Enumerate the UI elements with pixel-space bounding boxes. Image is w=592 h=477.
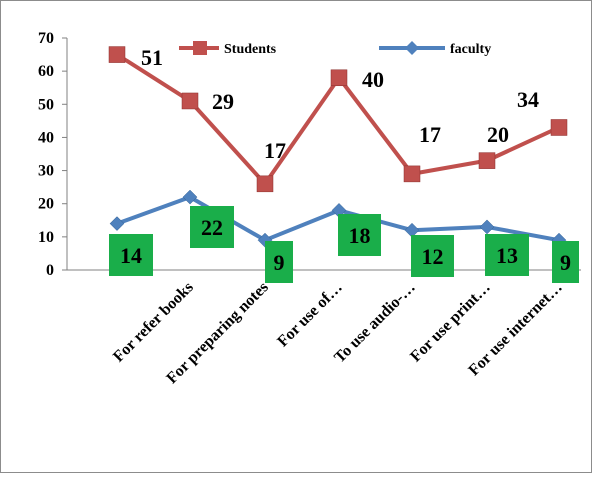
- faculty-data-label: 14: [120, 243, 142, 268]
- faculty-label-box: [265, 241, 293, 283]
- faculty-data-label: 18: [349, 223, 371, 248]
- students-marker: [108, 46, 126, 63]
- students-data-label: 40: [362, 67, 384, 92]
- y-tick-label: 10: [38, 229, 54, 246]
- y-tick-label: 50: [38, 96, 54, 113]
- faculty-label-box: [338, 214, 381, 256]
- faculty-data-label: 12: [422, 244, 444, 269]
- students-data-label: 34: [517, 87, 539, 112]
- faculty-label-box: [190, 206, 234, 248]
- legend-faculty-marker: [405, 41, 419, 55]
- x-category-label: For refer books: [110, 279, 197, 366]
- legend-faculty-label: faculty: [450, 42, 491, 57]
- legend: Students faculty: [179, 41, 491, 57]
- y-axis-ticks: 0 10 20 30 40 50 60 70: [38, 30, 67, 279]
- faculty-label-box: [485, 234, 529, 276]
- x-category-label: For use of…: [274, 279, 346, 351]
- y-tick-label: 20: [38, 196, 54, 213]
- series-lines: [108, 46, 568, 248]
- students-marker: [403, 165, 421, 183]
- faculty-label-box: [552, 241, 579, 283]
- students-data-label: 51: [141, 45, 163, 70]
- y-tick-label: 30: [38, 163, 54, 180]
- faculty-data-label: 22: [201, 215, 223, 240]
- faculty-marker: [109, 216, 125, 231]
- students-marker: [478, 152, 496, 169]
- faculty-data-label: 13: [496, 243, 518, 268]
- faculty-label-box: [109, 234, 153, 276]
- faculty-label-box: [411, 235, 454, 277]
- students-data-label: 29: [212, 89, 234, 114]
- faculty-marker: [182, 189, 198, 205]
- students-marker: [330, 69, 348, 87]
- students-data-label: 20: [487, 122, 509, 147]
- students-data-label: 17: [264, 138, 286, 163]
- students-data-label: 17: [419, 122, 441, 147]
- students-marker: [550, 119, 568, 136]
- students-marker: [256, 175, 274, 193]
- faculty-data-label: 9: [274, 250, 285, 275]
- y-tick-label: 60: [38, 63, 54, 80]
- y-tick-label: 0: [46, 262, 54, 279]
- data-labels: 51 29 17 40 17 20 34 14 22 9 18 12 13 9: [109, 45, 579, 283]
- legend-students-marker: [193, 41, 207, 55]
- faculty-data-label: 9: [560, 250, 571, 275]
- legend-students-label: Students: [224, 42, 277, 57]
- students-marker: [181, 92, 199, 110]
- y-tick-label: 70: [38, 30, 54, 47]
- y-tick-label: 40: [38, 129, 54, 146]
- faculty-marker: [479, 219, 495, 235]
